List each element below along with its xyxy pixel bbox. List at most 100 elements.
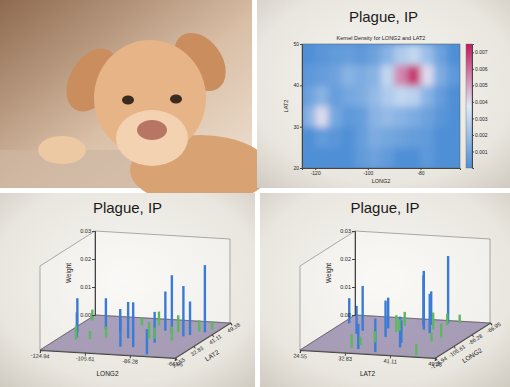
collage: Plague, IPKernel Density for LONG2 and L… xyxy=(0,0,510,387)
tick-mark xyxy=(472,52,474,53)
bar xyxy=(148,322,150,339)
floor xyxy=(300,315,490,358)
tick: 0.00 xyxy=(340,312,355,318)
axis-line xyxy=(303,169,461,171)
bar xyxy=(75,326,77,340)
plot-background xyxy=(302,44,460,168)
tick-label: 0.00 xyxy=(80,312,91,318)
heat-cell xyxy=(302,106,316,127)
y-axis-title: Weight xyxy=(325,263,333,283)
tick-label: 20 xyxy=(293,165,299,171)
tick: 0.002 xyxy=(472,132,488,138)
axis-line xyxy=(352,232,356,316)
bar xyxy=(458,315,460,323)
bar xyxy=(415,344,417,355)
tick: 0.004 xyxy=(472,99,488,105)
tick: 40 xyxy=(293,82,302,88)
tick-label: 24.55 xyxy=(293,353,307,360)
tick: 0.005 xyxy=(472,82,488,88)
heat-cell xyxy=(447,85,460,106)
dog-head xyxy=(94,40,206,156)
axis: -124.94-105.61-86.28-66.95 xyxy=(428,319,502,371)
z-axis-title: LAT2 xyxy=(204,348,221,362)
heat-cell xyxy=(328,65,342,86)
tick-label: -124.94 xyxy=(429,355,448,370)
axis: 24.5532.8341.1149.38 xyxy=(170,319,241,369)
heat-cell xyxy=(302,44,316,65)
tick-mark xyxy=(92,287,95,288)
heat-cell xyxy=(342,65,356,86)
bar xyxy=(361,286,363,331)
tick: 20 xyxy=(293,165,302,171)
bar xyxy=(387,298,389,329)
axis-line xyxy=(300,351,435,361)
tick-mark xyxy=(352,287,355,288)
heat-cell xyxy=(302,85,316,106)
heat-cell xyxy=(407,106,421,127)
bar xyxy=(440,323,442,337)
tick-label: 0.005 xyxy=(475,82,488,88)
y-axis-title: LAT2 xyxy=(283,100,289,113)
dog-eye xyxy=(122,96,134,105)
tick-mark xyxy=(352,315,355,316)
heat-cell xyxy=(315,106,329,127)
axis-line xyxy=(40,351,175,361)
bar xyxy=(359,337,361,345)
bar xyxy=(374,319,376,353)
tick-label: 0.02 xyxy=(80,256,91,262)
heat-cell xyxy=(342,85,356,106)
bar xyxy=(399,317,401,348)
heat-cell xyxy=(421,44,435,65)
z-axis-title: LONG2 xyxy=(461,346,484,364)
tick-label: 50 xyxy=(293,41,299,47)
tick-mark xyxy=(352,231,355,232)
tick: -105.61 xyxy=(76,352,95,362)
bar3d-panel: Plague, IP-124.94-105.61-86.28-66.95LONG… xyxy=(0,193,255,387)
dog-nose xyxy=(137,120,167,140)
heat-cell xyxy=(394,44,408,65)
title: Plague, IP xyxy=(93,199,162,216)
heat-cell xyxy=(421,85,435,106)
tick-mark xyxy=(472,118,474,119)
axis: -120-100-80 xyxy=(303,168,461,176)
bar xyxy=(105,326,107,337)
bars xyxy=(76,265,212,354)
tick-label: 0.001 xyxy=(475,149,488,155)
bar xyxy=(374,331,376,342)
bar xyxy=(119,319,121,347)
tick-mark xyxy=(300,85,302,86)
cells xyxy=(302,44,460,168)
heat-cell xyxy=(407,85,421,106)
heat-cell xyxy=(342,44,356,65)
heat-cell xyxy=(302,147,316,168)
heatmap-panel: Plague, IPKernel Density for LONG2 and L… xyxy=(257,0,510,188)
tick-mark xyxy=(92,259,95,260)
tick: 0.02 xyxy=(80,256,95,262)
heat-cell xyxy=(368,106,382,127)
tick: 0.001 xyxy=(472,149,488,155)
heat-cell xyxy=(407,147,421,168)
tick-label: 0.007 xyxy=(475,49,488,55)
bar xyxy=(404,312,406,326)
bar xyxy=(398,320,400,331)
bar xyxy=(348,298,350,323)
heat-cell xyxy=(421,127,435,148)
tick-mark xyxy=(472,102,474,103)
heat-cell xyxy=(328,127,342,148)
heat-cell xyxy=(368,44,382,65)
heat-cell xyxy=(315,127,329,148)
bar xyxy=(171,275,173,334)
plot-frame xyxy=(302,44,460,168)
x-axis-title: LONG2 xyxy=(372,178,391,184)
tick: 0.006 xyxy=(472,66,488,72)
tick: 0.03 xyxy=(340,228,355,234)
tick-label: 0.006 xyxy=(475,66,488,72)
tick-label: -120 xyxy=(311,170,321,176)
tick: 0.007 xyxy=(472,49,488,55)
tick-label: 0.002 xyxy=(475,132,488,138)
tick-label: -124.94 xyxy=(31,352,50,359)
tick: 0.01 xyxy=(340,284,355,290)
axis: 0.0010.0020.0030.0040.0050.0060.007 xyxy=(472,45,488,169)
tick-label: 0.01 xyxy=(340,284,351,290)
bar3d-panel: Plague, IP24.5532.8341.1149.38LAT2-124.9… xyxy=(260,193,510,387)
